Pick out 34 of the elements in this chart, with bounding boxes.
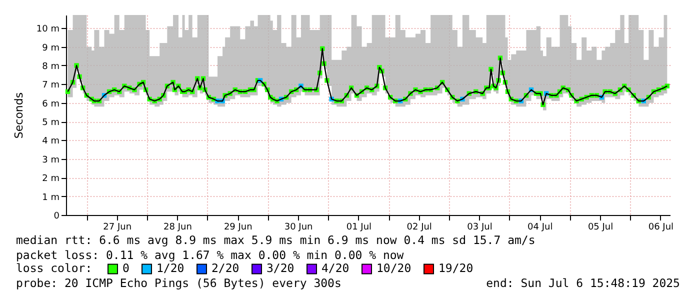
- x-tick-label: 03 Jul: [467, 222, 492, 232]
- y-tick-label: 0: [54, 212, 60, 222]
- x-tick-label: 29 Jun: [224, 222, 252, 232]
- text: probe: 20 ICMP Echo Pings (56 Bytes) every 300s: [16, 276, 342, 290]
- legend-label: 3/20: [266, 261, 294, 276]
- x-tick-label: 04 Jul: [528, 222, 553, 232]
- y-tick-label: 9 m: [42, 43, 60, 54]
- x-tick-label: 30 Jun: [284, 222, 313, 232]
- x-tick-label: 27 Jun: [103, 222, 132, 232]
- y-tick-label: 7 m: [42, 80, 60, 91]
- y-tick-label: 3 m: [42, 155, 60, 166]
- y-tick-label: 5 m: [42, 118, 60, 128]
- y-tick-label: 10 m: [36, 24, 60, 35]
- y-axis-title: Seconds: [12, 92, 26, 139]
- text: end: Sun Jul 6 15:48:19 2025: [486, 276, 680, 290]
- y-tick-label: 8 m: [42, 62, 60, 72]
- x-tick-label: 28 Jun: [164, 222, 192, 232]
- legend-label: 1/20: [156, 261, 184, 276]
- text: median rtt: 6.6 ms avg 8.9 ms max 5.9 ms min 6.9 ms now 0.4 ms sd 15.7 am/s: [16, 233, 536, 247]
- legend-label: 4/20: [322, 261, 350, 276]
- legend-title: loss color:: [16, 261, 92, 275]
- y-tick-label: 4 m: [42, 136, 60, 147]
- legend-label: 2/20: [212, 261, 240, 276]
- y-tick-label: 2 m: [42, 174, 60, 184]
- y-tick-label: 1 m: [42, 192, 60, 203]
- x-tick-label: 05 Jul: [588, 222, 614, 232]
- y-tick-label: 6 m: [42, 99, 60, 110]
- x-tick-label: 01 Jul: [346, 222, 372, 232]
- x-tick-label: 02 Jul: [406, 222, 432, 232]
- legend-label: 19/20: [438, 261, 474, 276]
- legend-label: 0: [122, 261, 130, 276]
- legend-label: 10/20: [376, 261, 412, 276]
- text: packet loss: 0.11 % avg 1.67 % max 0.00 % min 0.00 % now: [16, 248, 404, 262]
- x-tick-label: 06 Jul: [648, 222, 674, 232]
